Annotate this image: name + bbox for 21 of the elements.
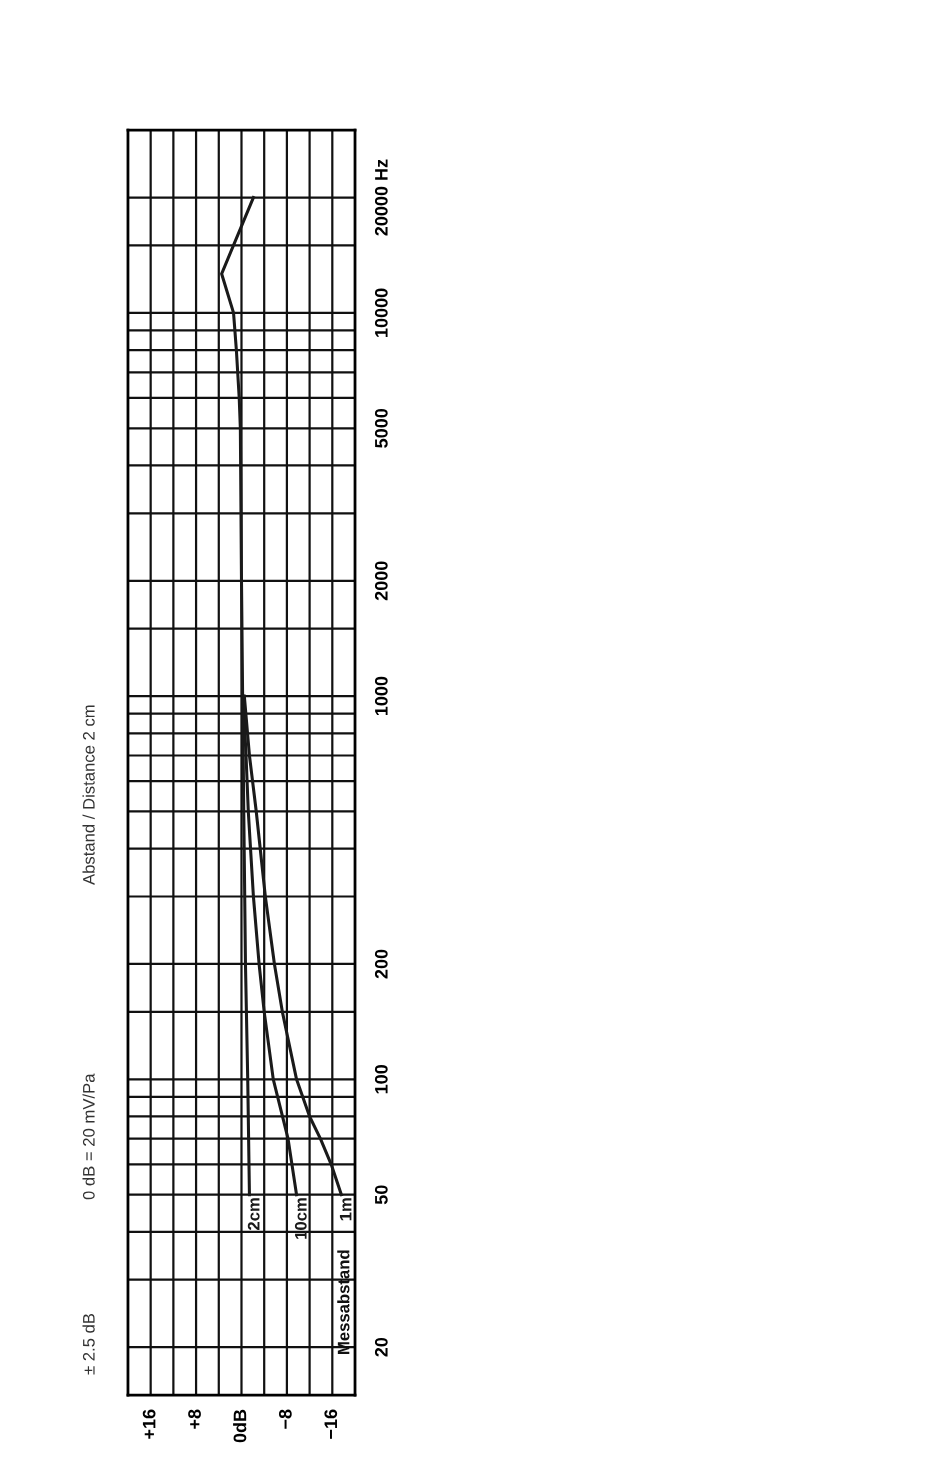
y-tick-label: 20 — [374, 1337, 388, 1357]
y-tick-label: 2000 — [374, 561, 388, 601]
text: 0 dB = 20 mV/Pa — [82, 1073, 95, 1200]
y-tick-label: 100 — [374, 1065, 388, 1094]
y-tick-label: 5000 — [374, 408, 388, 448]
x-tick-label: +8 — [188, 1409, 201, 1429]
y-tick-label: 10000 — [374, 288, 388, 337]
text: ± 2.5 dB — [82, 1313, 95, 1375]
y-tick-label: 1000 — [374, 676, 388, 716]
y-tick-label: 50 — [374, 1185, 388, 1205]
x-tick-label: −16 — [324, 1409, 338, 1439]
text: Abstand / Distance 2 cm — [82, 705, 95, 885]
y-tick-label: 20000 Hz — [374, 159, 388, 236]
text: 2cm — [247, 1198, 260, 1230]
x-tick-label: −8 — [278, 1409, 292, 1429]
annotation: Messabstand — [337, 1250, 350, 1354]
y-tick-label: 200 — [374, 949, 388, 979]
text: 1m — [339, 1198, 352, 1221]
text: 10cm — [294, 1198, 307, 1239]
x-tick-label: +16 — [142, 1409, 156, 1439]
x-tick-label: 0dB — [233, 1409, 247, 1443]
